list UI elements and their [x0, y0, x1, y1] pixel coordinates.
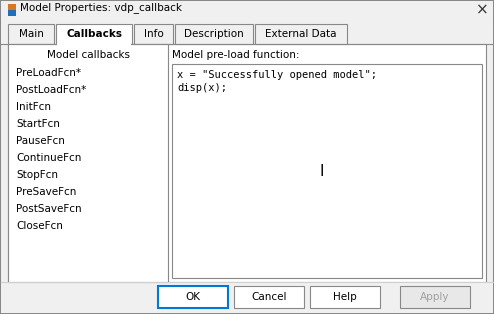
Text: Description: Description: [184, 29, 244, 39]
Bar: [234, 286, 304, 308]
Bar: [158, 286, 228, 308]
Bar: [8, 10, 16, 16]
Bar: [1, 1, 493, 23]
Bar: [8, 24, 54, 44]
Text: ContinueFcn: ContinueFcn: [16, 153, 82, 163]
Bar: [8, 44, 486, 282]
Bar: [255, 24, 347, 44]
Text: PreSaveFcn: PreSaveFcn: [16, 187, 77, 197]
Text: StopFcn: StopFcn: [16, 170, 58, 180]
Text: Info: Info: [144, 29, 164, 39]
Text: PreLoadFcn*: PreLoadFcn*: [16, 68, 81, 78]
Text: Cancel: Cancel: [251, 292, 287, 302]
Text: disp(x);: disp(x);: [177, 83, 227, 93]
Text: Model pre-load function:: Model pre-load function:: [172, 50, 299, 60]
Text: InitFcn: InitFcn: [16, 102, 51, 112]
Bar: [8, 4, 16, 10]
Text: CloseFcn: CloseFcn: [16, 221, 63, 231]
Bar: [1, 24, 493, 44]
Bar: [56, 24, 132, 44]
Bar: [310, 286, 380, 308]
Text: PostSaveFcn: PostSaveFcn: [16, 204, 82, 214]
Text: StartFcn: StartFcn: [16, 119, 60, 129]
Text: x = "Successfully opened model";: x = "Successfully opened model";: [177, 70, 377, 80]
Text: ×: ×: [476, 2, 489, 17]
Bar: [172, 64, 482, 278]
Text: Help: Help: [333, 292, 357, 302]
Text: Callbacks: Callbacks: [66, 29, 122, 39]
Bar: [400, 286, 470, 308]
Text: PostLoadFcn*: PostLoadFcn*: [16, 85, 86, 95]
Text: PauseFcn: PauseFcn: [16, 136, 65, 146]
Bar: [1, 282, 493, 313]
Text: Model callbacks: Model callbacks: [46, 50, 129, 60]
Bar: [57, 43, 131, 46]
Bar: [175, 24, 253, 44]
Text: External Data: External Data: [265, 29, 337, 39]
Text: Main: Main: [19, 29, 43, 39]
Text: OK: OK: [186, 292, 201, 302]
Bar: [134, 24, 173, 44]
Text: Model Properties: vdp_callback: Model Properties: vdp_callback: [20, 2, 182, 13]
Bar: [8, 44, 168, 282]
Text: I: I: [320, 164, 324, 178]
Text: Apply: Apply: [420, 292, 450, 302]
